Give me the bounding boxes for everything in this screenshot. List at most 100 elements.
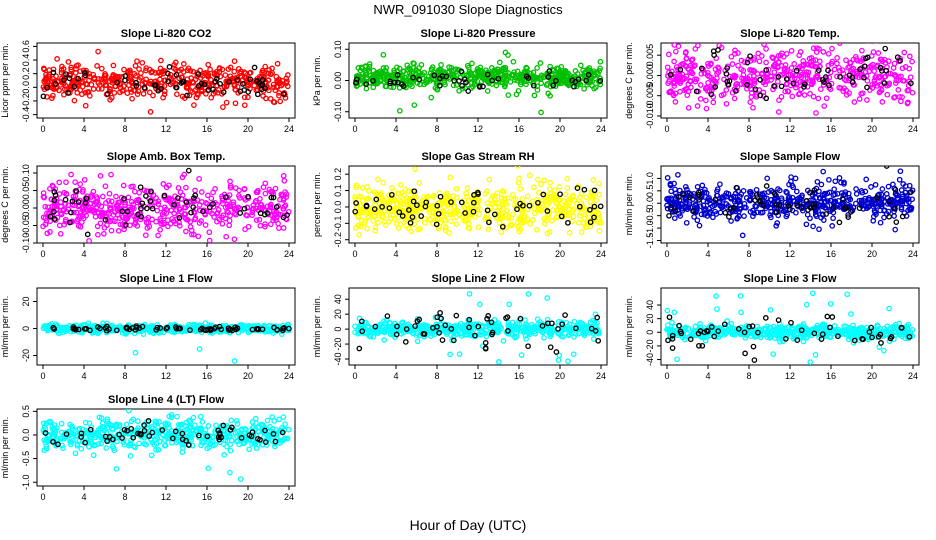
data-point (403, 216, 410, 223)
data-point (534, 226, 540, 233)
data-point (788, 174, 794, 180)
data-point (788, 47, 795, 54)
data-point (254, 189, 261, 196)
data-point (552, 83, 559, 89)
data-point (788, 178, 794, 185)
data-point (571, 318, 578, 325)
data-point (801, 92, 808, 98)
data-point (523, 218, 530, 225)
data-point (702, 206, 709, 212)
data-point (135, 88, 142, 95)
data-point (433, 221, 440, 228)
y-axis-label: ml/min per min. (312, 296, 322, 358)
data-point (818, 214, 824, 221)
data-point (191, 102, 197, 108)
data-point (231, 58, 238, 65)
x-tick-label: 24 (284, 371, 294, 381)
data-point (744, 82, 750, 88)
data-point (733, 82, 739, 88)
data-point (792, 175, 799, 182)
data-point (459, 213, 466, 220)
x-tick-label: 24 (596, 249, 606, 259)
data-point (467, 212, 473, 218)
data-point (371, 206, 378, 212)
data-point (166, 182, 172, 189)
data-point (233, 206, 240, 212)
scatter-points (664, 166, 916, 239)
data-point (557, 191, 563, 198)
data-point (453, 82, 460, 88)
data-point (189, 89, 196, 95)
x-tick-label: 4 (393, 371, 398, 381)
data-point (797, 196, 804, 203)
data-point (783, 76, 790, 82)
data-point (856, 96, 863, 102)
data-point (850, 65, 857, 72)
data-point (384, 313, 391, 319)
data-point (439, 209, 445, 216)
data-point (536, 189, 542, 196)
x-tick-label: 12 (473, 371, 483, 381)
data-point (857, 66, 863, 72)
data-point (587, 198, 594, 205)
data-point (763, 195, 770, 202)
data-point (836, 175, 843, 181)
data-point (399, 320, 405, 326)
data-point (820, 82, 827, 88)
data-point (517, 185, 524, 192)
data-point (741, 213, 747, 219)
data-point (173, 220, 179, 227)
data-point (453, 185, 460, 192)
data-point (808, 62, 814, 68)
data-point (747, 99, 754, 105)
data-point (878, 56, 885, 63)
data-point (129, 95, 135, 102)
data-point (695, 189, 702, 196)
data-point (773, 74, 779, 80)
data-point (739, 232, 746, 239)
data-point (773, 222, 780, 229)
data-point (363, 81, 370, 87)
data-point (862, 188, 869, 195)
data-point (482, 190, 489, 197)
y-tick-label: 0.0 (21, 81, 31, 94)
data-point (881, 80, 888, 86)
data-point (815, 95, 822, 102)
data-point (761, 43, 767, 48)
data-point (363, 69, 370, 76)
data-point (852, 200, 859, 207)
data-point (220, 104, 226, 110)
data-point (195, 71, 202, 77)
data-point (155, 232, 161, 239)
data-point (281, 177, 288, 184)
data-point (203, 90, 209, 97)
data-point (107, 86, 113, 92)
data-point (897, 168, 904, 175)
data-point (394, 72, 401, 78)
data-point (438, 198, 445, 205)
data-point (42, 325, 49, 331)
data-point (58, 67, 65, 73)
data-point (219, 197, 226, 204)
y-axis-label: ml/min per min. (0, 296, 10, 358)
data-point (787, 206, 793, 213)
data-point (788, 65, 795, 71)
data-point (750, 104, 756, 111)
data-point (519, 196, 526, 202)
data-point (153, 218, 159, 225)
data-point (704, 198, 711, 205)
data-point (221, 84, 228, 90)
data-point (717, 181, 723, 188)
data-point (122, 222, 129, 228)
data-point (75, 199, 82, 205)
data-point (879, 186, 886, 192)
data-point (98, 85, 105, 92)
data-point (488, 319, 495, 326)
data-point (197, 326, 204, 333)
data-point (807, 90, 813, 97)
data-point (556, 352, 563, 359)
data-point (145, 188, 151, 195)
data-point (436, 82, 443, 89)
data-point (129, 325, 136, 331)
data-point (566, 199, 573, 206)
